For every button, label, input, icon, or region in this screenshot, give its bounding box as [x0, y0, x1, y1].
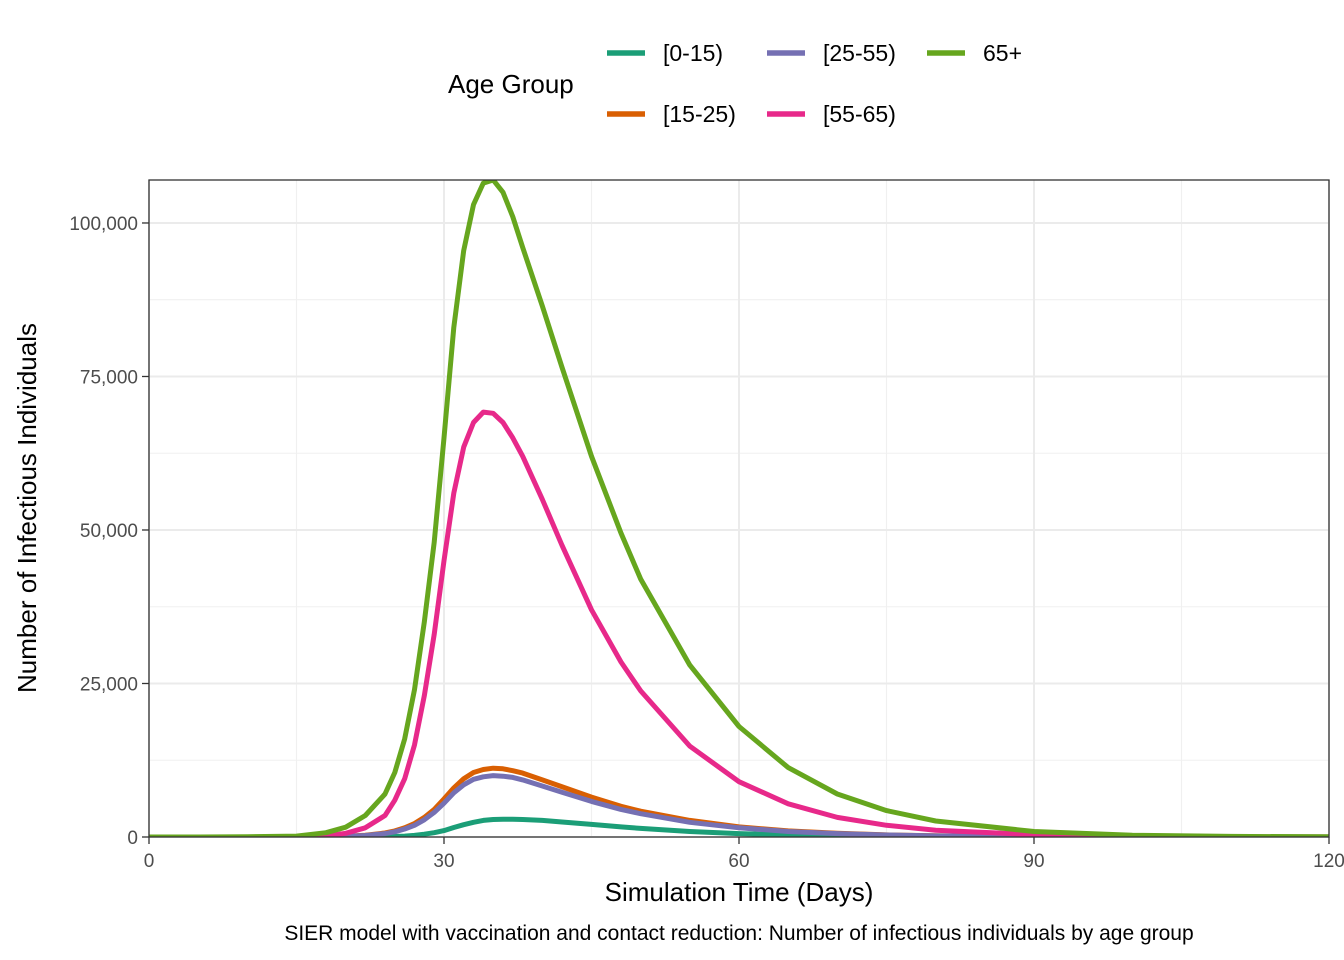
y-axis-title: Number of Infectious Individuals — [12, 323, 42, 693]
legend-label-65plus: 65+ — [983, 40, 1022, 66]
x-tick-label: 90 — [1023, 851, 1044, 872]
legend: [0-15) [15-25) [25-55) [55-65) 65+ — [607, 40, 1022, 127]
y-tick-label: 25,000 — [80, 674, 138, 695]
legend-title: Age Group — [448, 69, 574, 99]
x-tick-label: 120 — [1313, 851, 1344, 872]
x-tick-label: 60 — [728, 851, 749, 872]
x-tick-label: 30 — [433, 851, 454, 872]
y-tick-label: 75,000 — [80, 367, 138, 388]
chart-caption: SIER model with vaccination and contact … — [284, 922, 1193, 945]
axes: 0 30 60 90 120 0 25,000 50,000 75,000 100,000 — [69, 214, 1344, 872]
series-line-25-55 — [149, 773, 1329, 837]
legend-label-0-15: [0-15) — [663, 40, 723, 66]
legend-label-15-25: [15-25) — [663, 101, 736, 127]
x-tick-label: 0 — [144, 851, 155, 872]
y-tick-label: 100,000 — [69, 214, 138, 235]
series-lines — [149, 180, 1329, 837]
series-line-55-65 — [149, 409, 1329, 837]
legend-label-25-55: [25-55) — [823, 40, 896, 66]
y-tick-label: 50,000 — [80, 521, 138, 542]
x-axis-title: Simulation Time (Days) — [605, 877, 874, 907]
series-line-65plus — [149, 180, 1329, 837]
legend-label-55-65: [55-65) — [823, 101, 896, 127]
y-tick-label: 0 — [127, 828, 138, 849]
